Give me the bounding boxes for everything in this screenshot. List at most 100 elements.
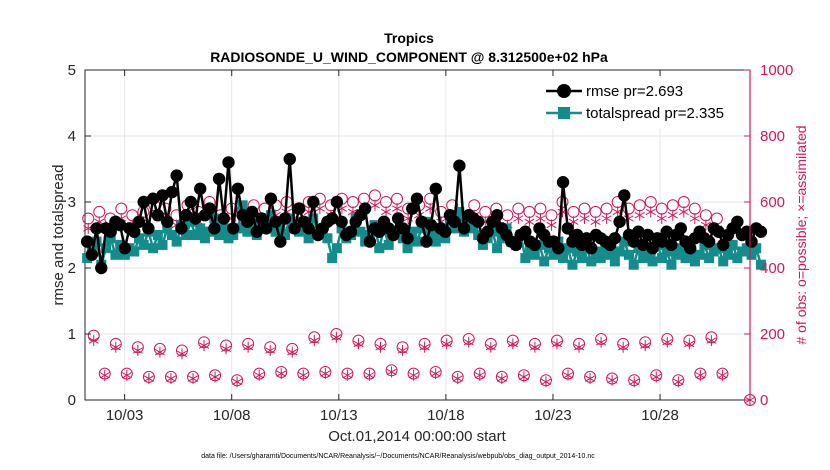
rmse-point	[448, 215, 461, 228]
chart-title: Tropics	[384, 30, 434, 46]
rmse-point	[255, 212, 268, 225]
asterisk-stroke	[408, 372, 419, 379]
rmse-point	[608, 232, 622, 245]
rmse-point	[457, 222, 471, 235]
y-tick-label: 2	[68, 260, 76, 277]
asterisk-stroke	[441, 340, 452, 348]
asterisk-stroke	[585, 375, 596, 382]
asterisk-stroke	[375, 344, 386, 351]
rmse-point	[528, 238, 541, 252]
asterisk-stroke	[165, 375, 176, 382]
rmse-point	[307, 195, 320, 209]
chart-subtitle: RADIOSONDE_U_WIND_COMPONENT @ 8.312500e+…	[210, 49, 608, 65]
rmse-point	[95, 261, 108, 275]
rmse-point	[302, 222, 315, 235]
obs-possible-point	[534, 202, 547, 215]
x-tick-label: 10/28	[641, 407, 679, 424]
asterisk-stroke	[419, 344, 430, 351]
rmse-point	[731, 215, 744, 228]
totalspread-point	[119, 249, 130, 260]
obs-assimilated-point	[590, 216, 601, 228]
asterisk-stroke	[154, 348, 165, 356]
totalspread-point	[666, 259, 677, 270]
obs-assimilated-point	[232, 376, 243, 388]
totalspread-point	[576, 253, 587, 264]
asterisk-stroke	[684, 340, 695, 348]
asterisk-stroke	[110, 344, 121, 351]
totalspread-point	[171, 236, 182, 247]
y-right-tick-label: 1000	[760, 62, 793, 79]
asterisk-stroke	[314, 205, 325, 212]
rmse-point	[330, 195, 344, 209]
obs-possible-point	[391, 192, 404, 205]
rmse-point	[217, 212, 230, 225]
y-right-tick-label: 400	[760, 260, 785, 277]
obs-possible-point	[479, 205, 492, 218]
rmse-point	[259, 222, 273, 235]
asterisk-stroke	[513, 215, 524, 222]
rmse-point	[585, 242, 598, 255]
asterisk-stroke	[331, 334, 342, 341]
totalspread-point	[336, 223, 347, 234]
asterisk-stroke	[656, 215, 667, 222]
rmse-point	[655, 235, 669, 248]
totalspread-point	[416, 223, 427, 234]
asterisk-stroke	[88, 337, 99, 344]
totalspread-point	[680, 253, 691, 264]
rmse-point	[453, 159, 466, 172]
totalspread-point	[595, 253, 606, 264]
asterisk-stroke	[540, 378, 551, 386]
totalspread-point	[477, 239, 488, 250]
obs-assimilated-point	[596, 336, 607, 348]
totalspread-point	[383, 239, 394, 250]
asterisk-stroke	[596, 339, 607, 346]
asterisk-stroke	[507, 340, 518, 348]
rmse-point	[137, 195, 150, 209]
totalspread-point	[162, 223, 173, 234]
asterisk-stroke	[198, 342, 210, 349]
asterisk-stroke	[518, 373, 529, 381]
rmse-point	[481, 225, 494, 238]
asterisk-stroke	[640, 342, 651, 349]
asterisk-stroke	[99, 372, 110, 379]
totalspread-point	[623, 249, 634, 260]
asterisk-stroke	[529, 344, 540, 351]
obs-assimilated-point	[463, 336, 474, 348]
asterisk-stroke	[369, 202, 381, 209]
rmse-point	[509, 238, 523, 252]
totalspread-point	[694, 249, 705, 260]
totalspread-point	[572, 246, 583, 257]
obs-assimilated-point	[430, 368, 441, 380]
asterisk-stroke	[121, 372, 132, 379]
rmse-point	[439, 225, 452, 238]
asterisk-stroke	[689, 215, 700, 222]
rmse-point	[472, 215, 485, 228]
asterisk-stroke	[392, 205, 403, 212]
obs-possible-point	[688, 202, 701, 215]
rmse-point	[391, 212, 405, 225]
obs-assimilated-point	[441, 338, 452, 350]
asterisk-stroke	[287, 348, 298, 356]
asterisk-stroke	[143, 375, 154, 382]
asterisk-stroke	[717, 372, 728, 379]
obs-assimilated-point	[397, 345, 408, 356]
rmse-point	[231, 182, 245, 195]
obs-assimilated-point	[353, 338, 364, 350]
asterisk-stroke	[210, 373, 221, 381]
rmse-point	[424, 218, 438, 232]
obs-assimilated-point	[331, 331, 342, 343]
asterisk-stroke	[309, 337, 320, 344]
totalspread-point	[152, 230, 163, 240]
x-axis-label: Oct.01,2014 00:00:00 start	[328, 428, 506, 445]
legend-box	[539, 77, 743, 129]
totalspread-point	[751, 243, 762, 254]
totalspread-point	[303, 233, 314, 244]
rmse-point	[194, 182, 207, 195]
asterisk-stroke	[535, 215, 546, 222]
obs-possible-point	[501, 209, 514, 222]
totalspread-point	[181, 230, 192, 240]
asterisk-stroke	[243, 344, 254, 351]
asterisk-stroke	[618, 344, 629, 351]
obs-assimilated-point	[524, 216, 535, 228]
